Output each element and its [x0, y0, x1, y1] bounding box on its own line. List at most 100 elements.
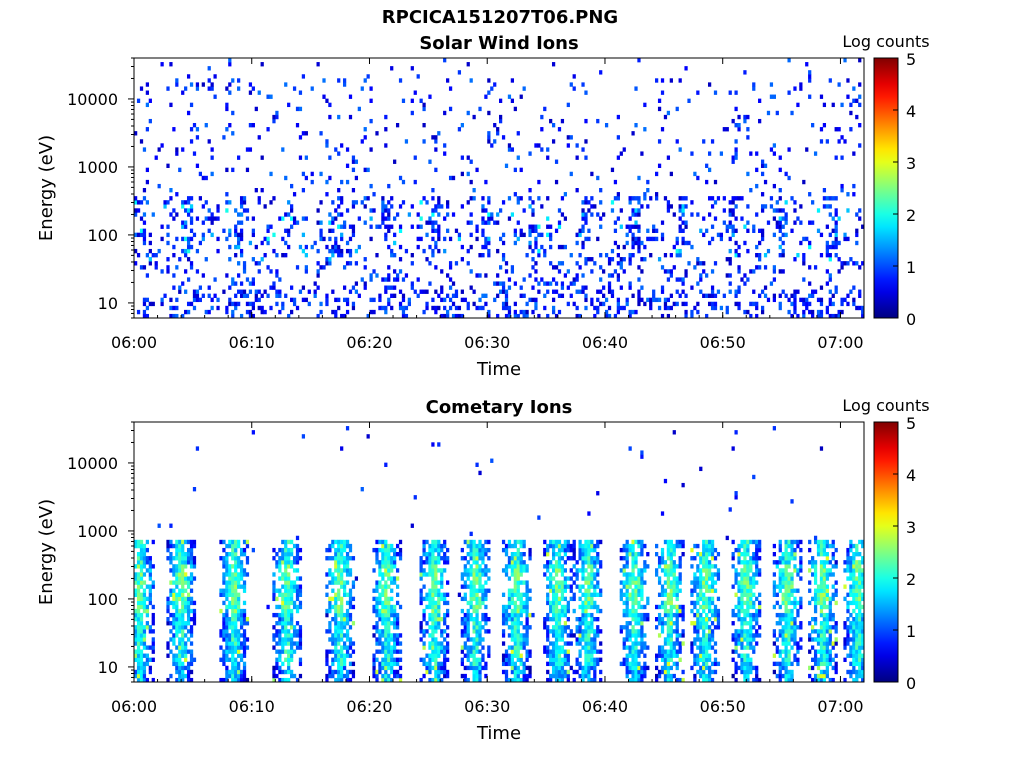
heatmap-cell	[575, 617, 579, 622]
heatmap-cell	[628, 661, 632, 667]
heatmap-cell	[207, 216, 211, 221]
heatmap-cell	[222, 621, 226, 626]
heatmap-cell	[593, 677, 597, 682]
heatmap-cell	[142, 560, 147, 565]
heatmap-cell	[678, 560, 682, 565]
heatmap-cell	[666, 580, 671, 585]
heatmap-cell	[234, 641, 238, 646]
heatmap-cell	[428, 612, 432, 618]
heatmap-cell	[655, 677, 659, 682]
heatmap-cell	[504, 552, 509, 557]
heatmap-cell	[234, 224, 238, 229]
heatmap-cell	[437, 204, 441, 209]
heatmap-cell	[522, 592, 526, 597]
heatmap-cell	[828, 297, 832, 303]
heatmap-cell	[242, 612, 247, 618]
heatmap-cell	[136, 608, 141, 614]
heatmap-cell	[481, 244, 485, 250]
heatmap-cell	[157, 147, 161, 152]
heatmap-cell	[478, 580, 482, 585]
heatmap-cell	[434, 244, 438, 250]
heatmap-cell	[260, 293, 264, 298]
heatmap-cell	[275, 661, 279, 667]
heatmap-cell	[631, 600, 635, 606]
heatmap-cell	[181, 200, 185, 205]
heatmap-cell	[284, 604, 288, 610]
heatmap-cell	[181, 661, 185, 667]
heatmap-cell	[228, 244, 232, 250]
heatmap-cell	[758, 253, 762, 258]
heatmap-cell	[242, 584, 247, 589]
heatmap-cell	[628, 653, 632, 658]
heatmap-cell	[772, 208, 776, 213]
heatmap-cell	[557, 673, 562, 679]
heatmap-cell	[819, 127, 824, 132]
heatmap-cell	[772, 277, 776, 282]
heatmap-cell	[678, 564, 682, 569]
heatmap-cell	[631, 564, 635, 569]
heatmap-cell	[772, 216, 776, 221]
heatmap-cell	[166, 269, 170, 274]
heatmap-cell	[678, 572, 682, 577]
heatmap-cell	[222, 588, 226, 593]
heatmap-cell	[684, 66, 688, 71]
heatmap-cell	[139, 625, 144, 630]
heatmap-cell	[678, 576, 682, 581]
heatmap-cell	[384, 560, 388, 565]
heatmap-cell	[604, 313, 609, 318]
heatmap-cell	[151, 564, 155, 569]
heatmap-cell	[195, 293, 200, 298]
heatmap-cell	[513, 543, 517, 549]
heatmap-cell	[572, 301, 576, 307]
heatmap-cell	[546, 281, 550, 286]
heatmap-cell	[175, 677, 179, 682]
heatmap-cell	[178, 285, 182, 290]
heatmap-cell	[584, 200, 588, 205]
heatmap-cell	[295, 608, 300, 614]
heatmap-cell	[390, 604, 394, 610]
heatmap-cell	[142, 313, 147, 318]
heatmap-cell	[384, 584, 388, 589]
heatmap-cell	[134, 543, 138, 549]
heatmap-cell	[431, 621, 435, 626]
heatmap-cell	[443, 673, 447, 679]
heatmap-cell	[239, 645, 244, 650]
heatmap-cell	[660, 127, 665, 132]
heatmap-cell	[275, 301, 279, 307]
heatmap-cell	[290, 208, 294, 213]
heatmap-cell	[284, 612, 288, 618]
heatmap-cell	[231, 539, 235, 545]
heatmap-cell	[372, 588, 376, 593]
heatmap-cell	[660, 556, 665, 561]
heatmap-cell	[628, 547, 632, 553]
heatmap-cell	[298, 673, 303, 679]
heatmap-cell	[257, 196, 261, 201]
heatmap-cell	[569, 588, 573, 593]
heatmap-cell	[395, 584, 400, 589]
heatmap-cell	[440, 313, 444, 318]
heatmap-cell	[151, 584, 155, 589]
heatmap-cell	[616, 305, 620, 311]
heatmap-cell	[637, 277, 641, 282]
heatmap-cell	[637, 244, 641, 250]
heatmap-cell	[136, 576, 141, 581]
heatmap-cell	[225, 543, 229, 549]
heatmap-cell	[134, 580, 138, 585]
heatmap-cell	[566, 143, 570, 148]
heatmap-cell	[763, 293, 768, 298]
heatmap-cell	[660, 560, 665, 565]
heatmap-cell	[778, 236, 782, 242]
heatmap-cell	[758, 240, 762, 246]
heatmap-cell	[245, 645, 250, 650]
heatmap-cell	[693, 305, 697, 311]
x-tick-label: 06:30	[464, 333, 510, 352]
heatmap-cell	[478, 305, 482, 311]
heatmap-cell	[587, 645, 591, 650]
heatmap-cell	[298, 106, 303, 112]
heatmap-cell	[675, 596, 679, 602]
heatmap-cell	[348, 547, 353, 553]
heatmap-cell	[607, 257, 612, 262]
heatmap-cell	[501, 641, 506, 646]
heatmap-cell	[269, 285, 273, 290]
heatmap-cell	[460, 556, 464, 561]
